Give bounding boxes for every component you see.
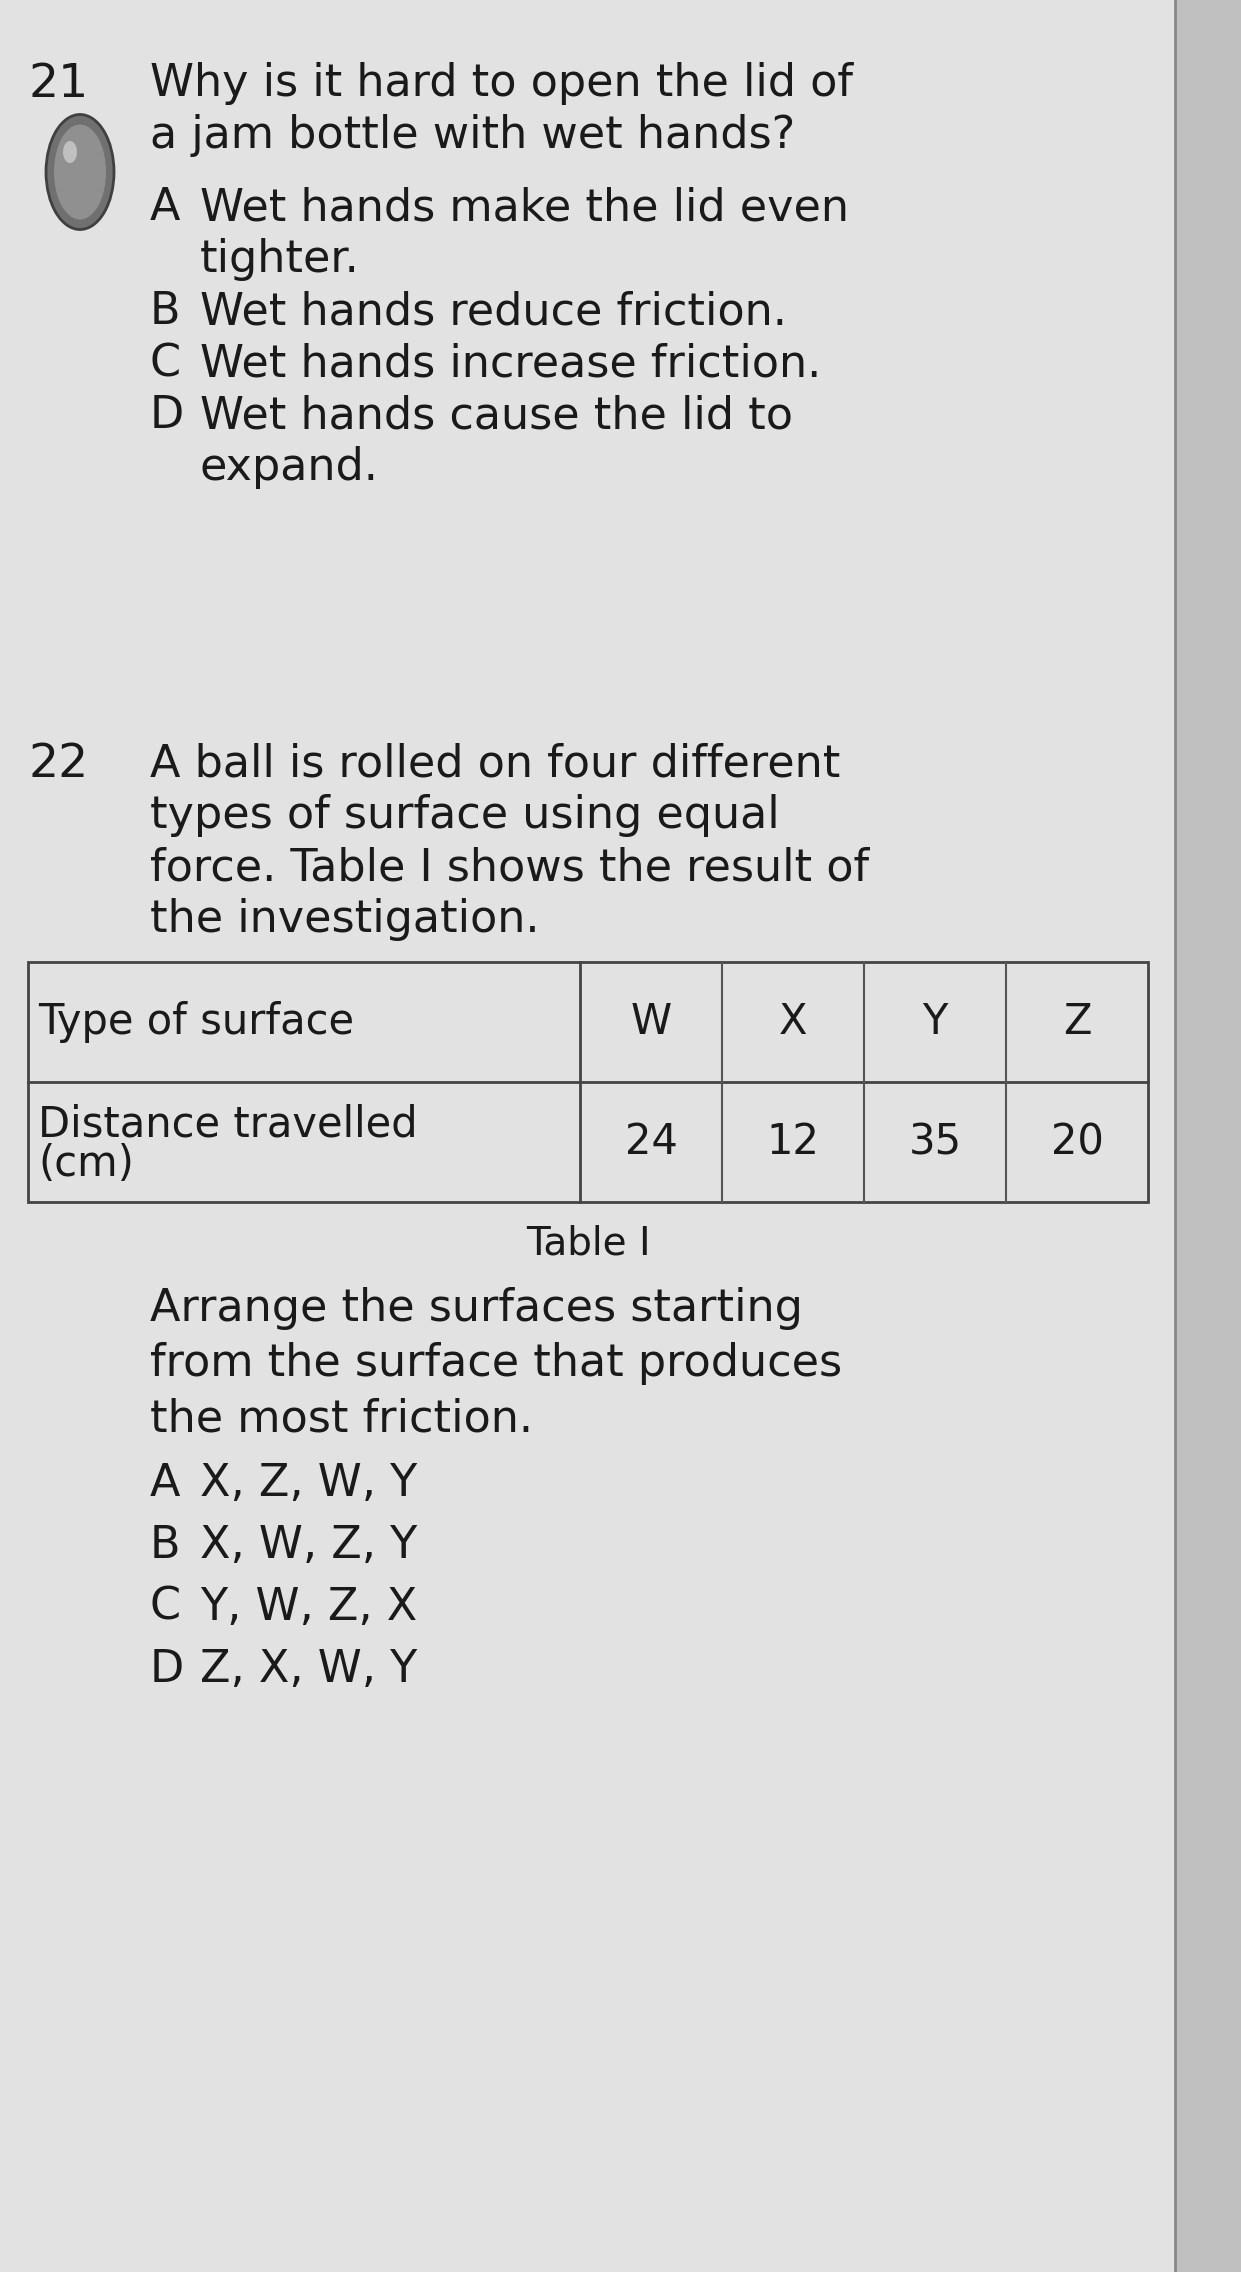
Bar: [29, 961, 1148, 1202]
Text: Type of surface: Type of surface: [38, 1002, 354, 1043]
Text: from the surface that produces: from the surface that produces: [150, 1343, 843, 1386]
Text: (cm): (cm): [38, 1143, 134, 1186]
Text: Y: Y: [922, 1002, 948, 1043]
Ellipse shape: [46, 114, 114, 229]
Text: 21: 21: [29, 61, 88, 107]
Text: Table I: Table I: [526, 1225, 650, 1261]
Text: tighter.: tighter.: [200, 239, 360, 282]
Text: B: B: [150, 1525, 180, 1568]
Text: the investigation.: the investigation.: [150, 897, 540, 941]
Ellipse shape: [63, 141, 77, 164]
Text: types of surface using equal: types of surface using equal: [150, 793, 779, 836]
Text: a jam bottle with wet hands?: a jam bottle with wet hands?: [150, 114, 795, 157]
Text: D: D: [150, 1647, 184, 1690]
Text: expand.: expand.: [200, 445, 379, 488]
Text: 24: 24: [624, 1120, 678, 1163]
Text: 22: 22: [29, 743, 88, 786]
Text: C: C: [150, 1586, 181, 1629]
Text: X: X: [779, 1002, 807, 1043]
Text: C: C: [150, 343, 181, 384]
Text: Z: Z: [1062, 1002, 1091, 1043]
Text: Wet hands reduce friction.: Wet hands reduce friction.: [200, 291, 787, 334]
Text: Arrange the surfaces starting: Arrange the surfaces starting: [150, 1286, 803, 1329]
Text: Y, W, Z, X: Y, W, Z, X: [200, 1586, 417, 1629]
Text: 35: 35: [908, 1120, 962, 1163]
Text: A: A: [150, 186, 180, 229]
Text: A ball is rolled on four different: A ball is rolled on four different: [150, 743, 840, 786]
Text: the most friction.: the most friction.: [150, 1397, 532, 1440]
Text: Wet hands cause the lid to: Wet hands cause the lid to: [200, 393, 793, 436]
Text: W: W: [630, 1002, 671, 1043]
Text: 20: 20: [1051, 1120, 1103, 1163]
Text: Wet hands make the lid even: Wet hands make the lid even: [200, 186, 849, 229]
Text: force. Table I shows the result of: force. Table I shows the result of: [150, 845, 869, 888]
Text: 12: 12: [767, 1120, 819, 1163]
Text: B: B: [150, 291, 180, 334]
Text: A: A: [150, 1461, 180, 1504]
Ellipse shape: [55, 125, 105, 220]
Text: D: D: [150, 393, 184, 436]
Text: Z, X, W, Y: Z, X, W, Y: [200, 1647, 417, 1690]
Text: Wet hands increase friction.: Wet hands increase friction.: [200, 343, 822, 384]
Text: Why is it hard to open the lid of: Why is it hard to open the lid of: [150, 61, 853, 105]
Bar: [1175, 0, 1241, 2272]
Text: X, W, Z, Y: X, W, Z, Y: [200, 1525, 417, 1568]
Text: X, Z, W, Y: X, Z, W, Y: [200, 1461, 417, 1504]
Text: Distance travelled: Distance travelled: [38, 1102, 418, 1145]
